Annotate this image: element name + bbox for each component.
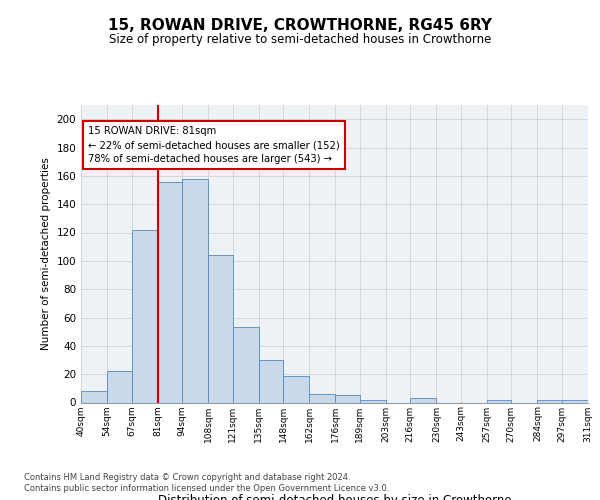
Bar — [562, 400, 588, 402]
Bar — [283, 376, 309, 402]
Bar — [182, 178, 208, 402]
X-axis label: Distribution of semi-detached houses by size in Crowthorne: Distribution of semi-detached houses by … — [158, 494, 511, 500]
Bar — [410, 398, 436, 402]
Bar — [487, 400, 511, 402]
Bar — [360, 400, 386, 402]
Text: Size of property relative to semi-detached houses in Crowthorne: Size of property relative to semi-detach… — [109, 32, 491, 46]
Text: 15, ROWAN DRIVE, CROWTHORNE, RG45 6RY: 15, ROWAN DRIVE, CROWTHORNE, RG45 6RY — [108, 18, 492, 32]
Bar — [309, 394, 335, 402]
Text: Contains public sector information licensed under the Open Government Licence v3: Contains public sector information licen… — [24, 484, 389, 493]
Bar — [208, 255, 233, 402]
Text: 15 ROWAN DRIVE: 81sqm
← 22% of semi-detached houses are smaller (152)
78% of sem: 15 ROWAN DRIVE: 81sqm ← 22% of semi-deta… — [88, 126, 340, 164]
Bar — [158, 182, 182, 402]
Bar — [538, 400, 562, 402]
Bar — [335, 396, 360, 402]
Bar — [259, 360, 283, 403]
Y-axis label: Number of semi-detached properties: Number of semi-detached properties — [41, 158, 51, 350]
Bar — [131, 230, 158, 402]
Bar — [107, 372, 131, 402]
Text: Contains HM Land Registry data © Crown copyright and database right 2024.: Contains HM Land Registry data © Crown c… — [24, 472, 350, 482]
Bar — [81, 391, 107, 402]
Bar — [233, 328, 259, 402]
